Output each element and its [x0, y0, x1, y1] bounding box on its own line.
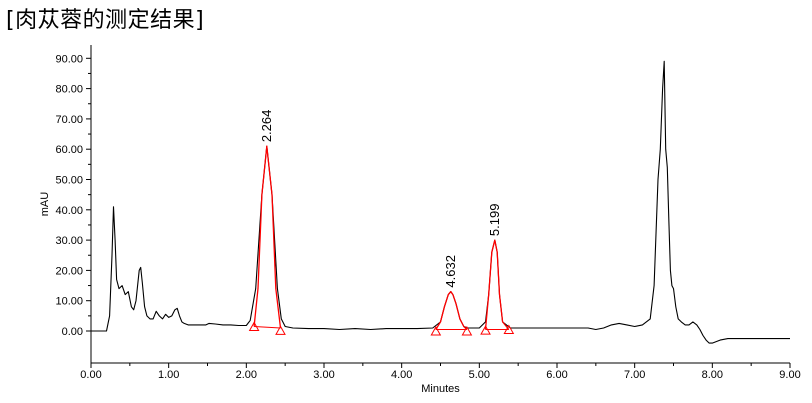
- y-tick-label: 0.00: [62, 326, 83, 338]
- y-tick-label: 80.00: [55, 84, 83, 96]
- x-axis-label: Minutes: [421, 383, 460, 395]
- y-tick-label: 50.00: [55, 175, 83, 187]
- integration-marker: [503, 324, 515, 334]
- integrated-peak-trace: [484, 239, 510, 330]
- integration-marker: [480, 325, 491, 335]
- peak-label: 2.264: [259, 110, 274, 143]
- chromatogram-trace: [91, 60, 790, 344]
- chart-plot-area: [91, 60, 790, 344]
- peak-label: 5.199: [487, 204, 502, 237]
- x-tick-label: 1.00: [158, 369, 179, 381]
- y-axis-label: mAU: [39, 192, 51, 217]
- x-tick-label: 6.00: [546, 369, 567, 381]
- y-tick-label: 90.00: [55, 53, 83, 65]
- x-tick-label: 7.00: [624, 369, 645, 381]
- integration-marker: [248, 321, 260, 331]
- chart-axes: 0.00 10.00 20.00 30.00 40.00 50.00 60.00 70.00 8…: [39, 45, 801, 395]
- x-tick-label: 4.00: [391, 369, 412, 381]
- integrated-peak-trace: [253, 145, 282, 329]
- peak-label: 4.632: [443, 255, 458, 288]
- x-tick-label: 8.00: [702, 369, 723, 381]
- x-tick-label: 0.00: [80, 369, 101, 381]
- x-tick-label: 3.00: [313, 369, 334, 381]
- x-tick-label: 9.00: [779, 369, 800, 381]
- x-tick-label: 5.00: [469, 369, 490, 381]
- integrated-peak-trace: [435, 290, 468, 330]
- chart-labels: 2.264 4.632 5.199: [259, 110, 502, 288]
- y-tick-label: 30.00: [55, 235, 83, 247]
- integration-marker: [430, 325, 442, 336]
- integration-marker: [461, 325, 473, 336]
- page-title: [肉苁蓉的测定结果]: [6, 8, 205, 33]
- y-tick-label: 40.00: [55, 205, 83, 217]
- y-tick-label: 10.00: [55, 296, 83, 308]
- integration-marker: [275, 325, 286, 335]
- x-tick-label: 2.00: [236, 369, 257, 381]
- peak-baseline: [254, 325, 281, 329]
- y-tick-label: 60.00: [55, 144, 83, 156]
- y-tick-label: 20.00: [55, 265, 83, 277]
- y-tick-label: 70.00: [55, 114, 83, 126]
